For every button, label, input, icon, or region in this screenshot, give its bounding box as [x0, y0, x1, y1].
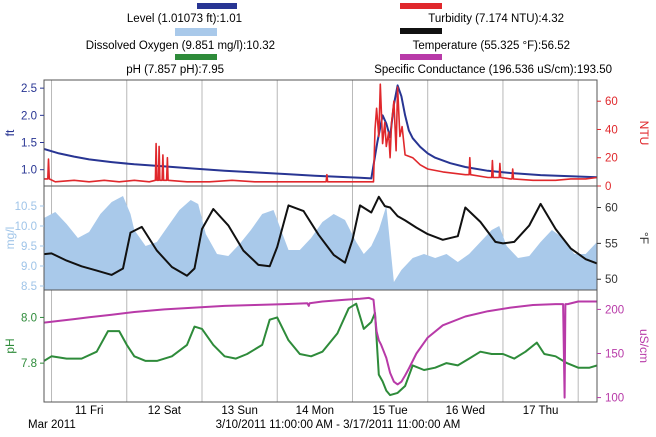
right-tick-label: 60	[605, 96, 618, 108]
right-tick-label: 55	[605, 238, 618, 250]
panel-top-series	[44, 83, 597, 183]
legend-label-temperature: Temperature (55.325 °F):56.52	[413, 40, 570, 52]
right-tick-label: 40	[605, 124, 618, 136]
left-tick-label: 1.5	[21, 138, 37, 150]
panel-bottom: 7.8 8.0 100 150 200 pH uS/cm	[3, 289, 651, 405]
right-tick-label: 60	[605, 203, 618, 215]
left-tick-label: 7.8	[21, 358, 37, 370]
left-tick-label: 2.0	[21, 110, 37, 122]
left-tick-label: 10.0	[15, 221, 37, 233]
left-tick-label: 8.5	[21, 281, 37, 293]
legend-item-temperature: Temperature (55.325 °F):56.52	[400, 28, 570, 52]
left-tick-label: 10.5	[15, 201, 37, 213]
right-axis-title: °F	[637, 232, 651, 244]
legend-item-conductance: Specific Conductance (196.536 uS/cm):193…	[374, 54, 612, 76]
legend-swatch-dissolved-oxygen	[175, 28, 217, 36]
x-axis: Mar 2011 3/10/2011 11:00:00 AM - 3/17/20…	[28, 405, 558, 431]
left-tick-label: 8.0	[21, 312, 37, 324]
legend-swatch-ph	[175, 54, 217, 60]
right-axis-title: uS/cm	[637, 329, 651, 363]
right-tick-label: 50	[605, 274, 618, 286]
series-level	[44, 84, 597, 180]
legend-label-ph: pH (7.857 pH):7.95	[126, 64, 224, 76]
legend-label-level: Level (1.01073 ft):1.01	[127, 13, 242, 25]
right-tick-label: 0	[605, 181, 611, 193]
right-tick-label: 200	[605, 304, 624, 316]
x-month-label: Mar 2011	[28, 419, 76, 431]
legend-item-level: Level (1.01073 ft):1.01	[127, 3, 242, 25]
legend-label-turbidity: Turbidity (7.174 NTU):4.32	[428, 13, 564, 25]
series-ph	[44, 302, 597, 397]
right-axis-title: NTU	[637, 121, 651, 146]
legend-swatch-temperature	[400, 28, 442, 34]
x-tick-label: 12 Sat	[148, 405, 182, 417]
panel-top: 1.0 1.5 2.0 2.5 0 20 40 60 ft NTU	[3, 79, 651, 193]
left-tick-label: 9.0	[21, 261, 37, 273]
legend-swatch-conductance	[400, 54, 442, 60]
series-temperature	[44, 195, 597, 277]
x-range-label: 3/10/2011 11:00:00 AM - 3/17/2011 11:00:…	[216, 419, 461, 431]
left-tick-label: 2.5	[21, 83, 37, 95]
x-tick-label: 14 Mon	[296, 405, 334, 417]
x-tick-label: 11 Fri	[75, 405, 104, 417]
left-axis-title: mg/l	[3, 227, 17, 250]
legend-label-dissolved-oxygen: Dissolved Oxygen (9.851 mg/l):10.32	[86, 40, 275, 52]
right-tick-label: 150	[605, 348, 624, 360]
x-tick-label: 17 Thu	[523, 405, 559, 417]
series-turbidity	[44, 83, 597, 183]
panel-middle: 8.5 9.0 9.5 10.0 10.5 50 55 60 mg/l °F	[3, 185, 651, 293]
x-tick-label: 15 Tue	[373, 405, 408, 417]
panel-top-grid	[51, 80, 579, 186]
legend-swatch-level	[197, 3, 237, 9]
x-tick-label: 16 Wed	[446, 405, 485, 417]
left-tick-label: 1.0	[21, 165, 37, 177]
legend-label-conductance: Specific Conductance (196.536 uS/cm):193…	[374, 64, 612, 76]
legend-swatch-turbidity	[400, 3, 442, 9]
right-tick-label: 20	[605, 153, 618, 165]
panel-bottom-frame	[43, 289, 598, 403]
right-tick-label: 100	[605, 393, 624, 405]
left-axis-title: pH	[3, 338, 17, 353]
panel-middle-series	[44, 195, 597, 290]
panel-bottom-series	[44, 296, 597, 399]
panel-bottom-grid	[51, 290, 579, 402]
plot-area: 1.0 1.5 2.0 2.5 0 20 40 60 ft NTU 8.5 9.0 9.5 10.0 10.…	[3, 79, 651, 405]
legend-item-dissolved-oxygen: Dissolved Oxygen (9.851 mg/l):10.32	[86, 28, 275, 52]
series-conductance	[44, 296, 597, 399]
x-tick-label: 13 Sun	[221, 405, 257, 417]
legend-item-ph: pH (7.857 pH):7.95	[126, 54, 224, 76]
legend-item-turbidity: Turbidity (7.174 NTU):4.32	[400, 3, 564, 25]
left-tick-label: 9.5	[21, 241, 37, 253]
series-dissolved-oxygen	[44, 196, 597, 290]
left-axis-title: ft	[3, 129, 17, 136]
legend: Level (1.01073 ft):1.01 Turbidity (7.174…	[86, 3, 612, 76]
